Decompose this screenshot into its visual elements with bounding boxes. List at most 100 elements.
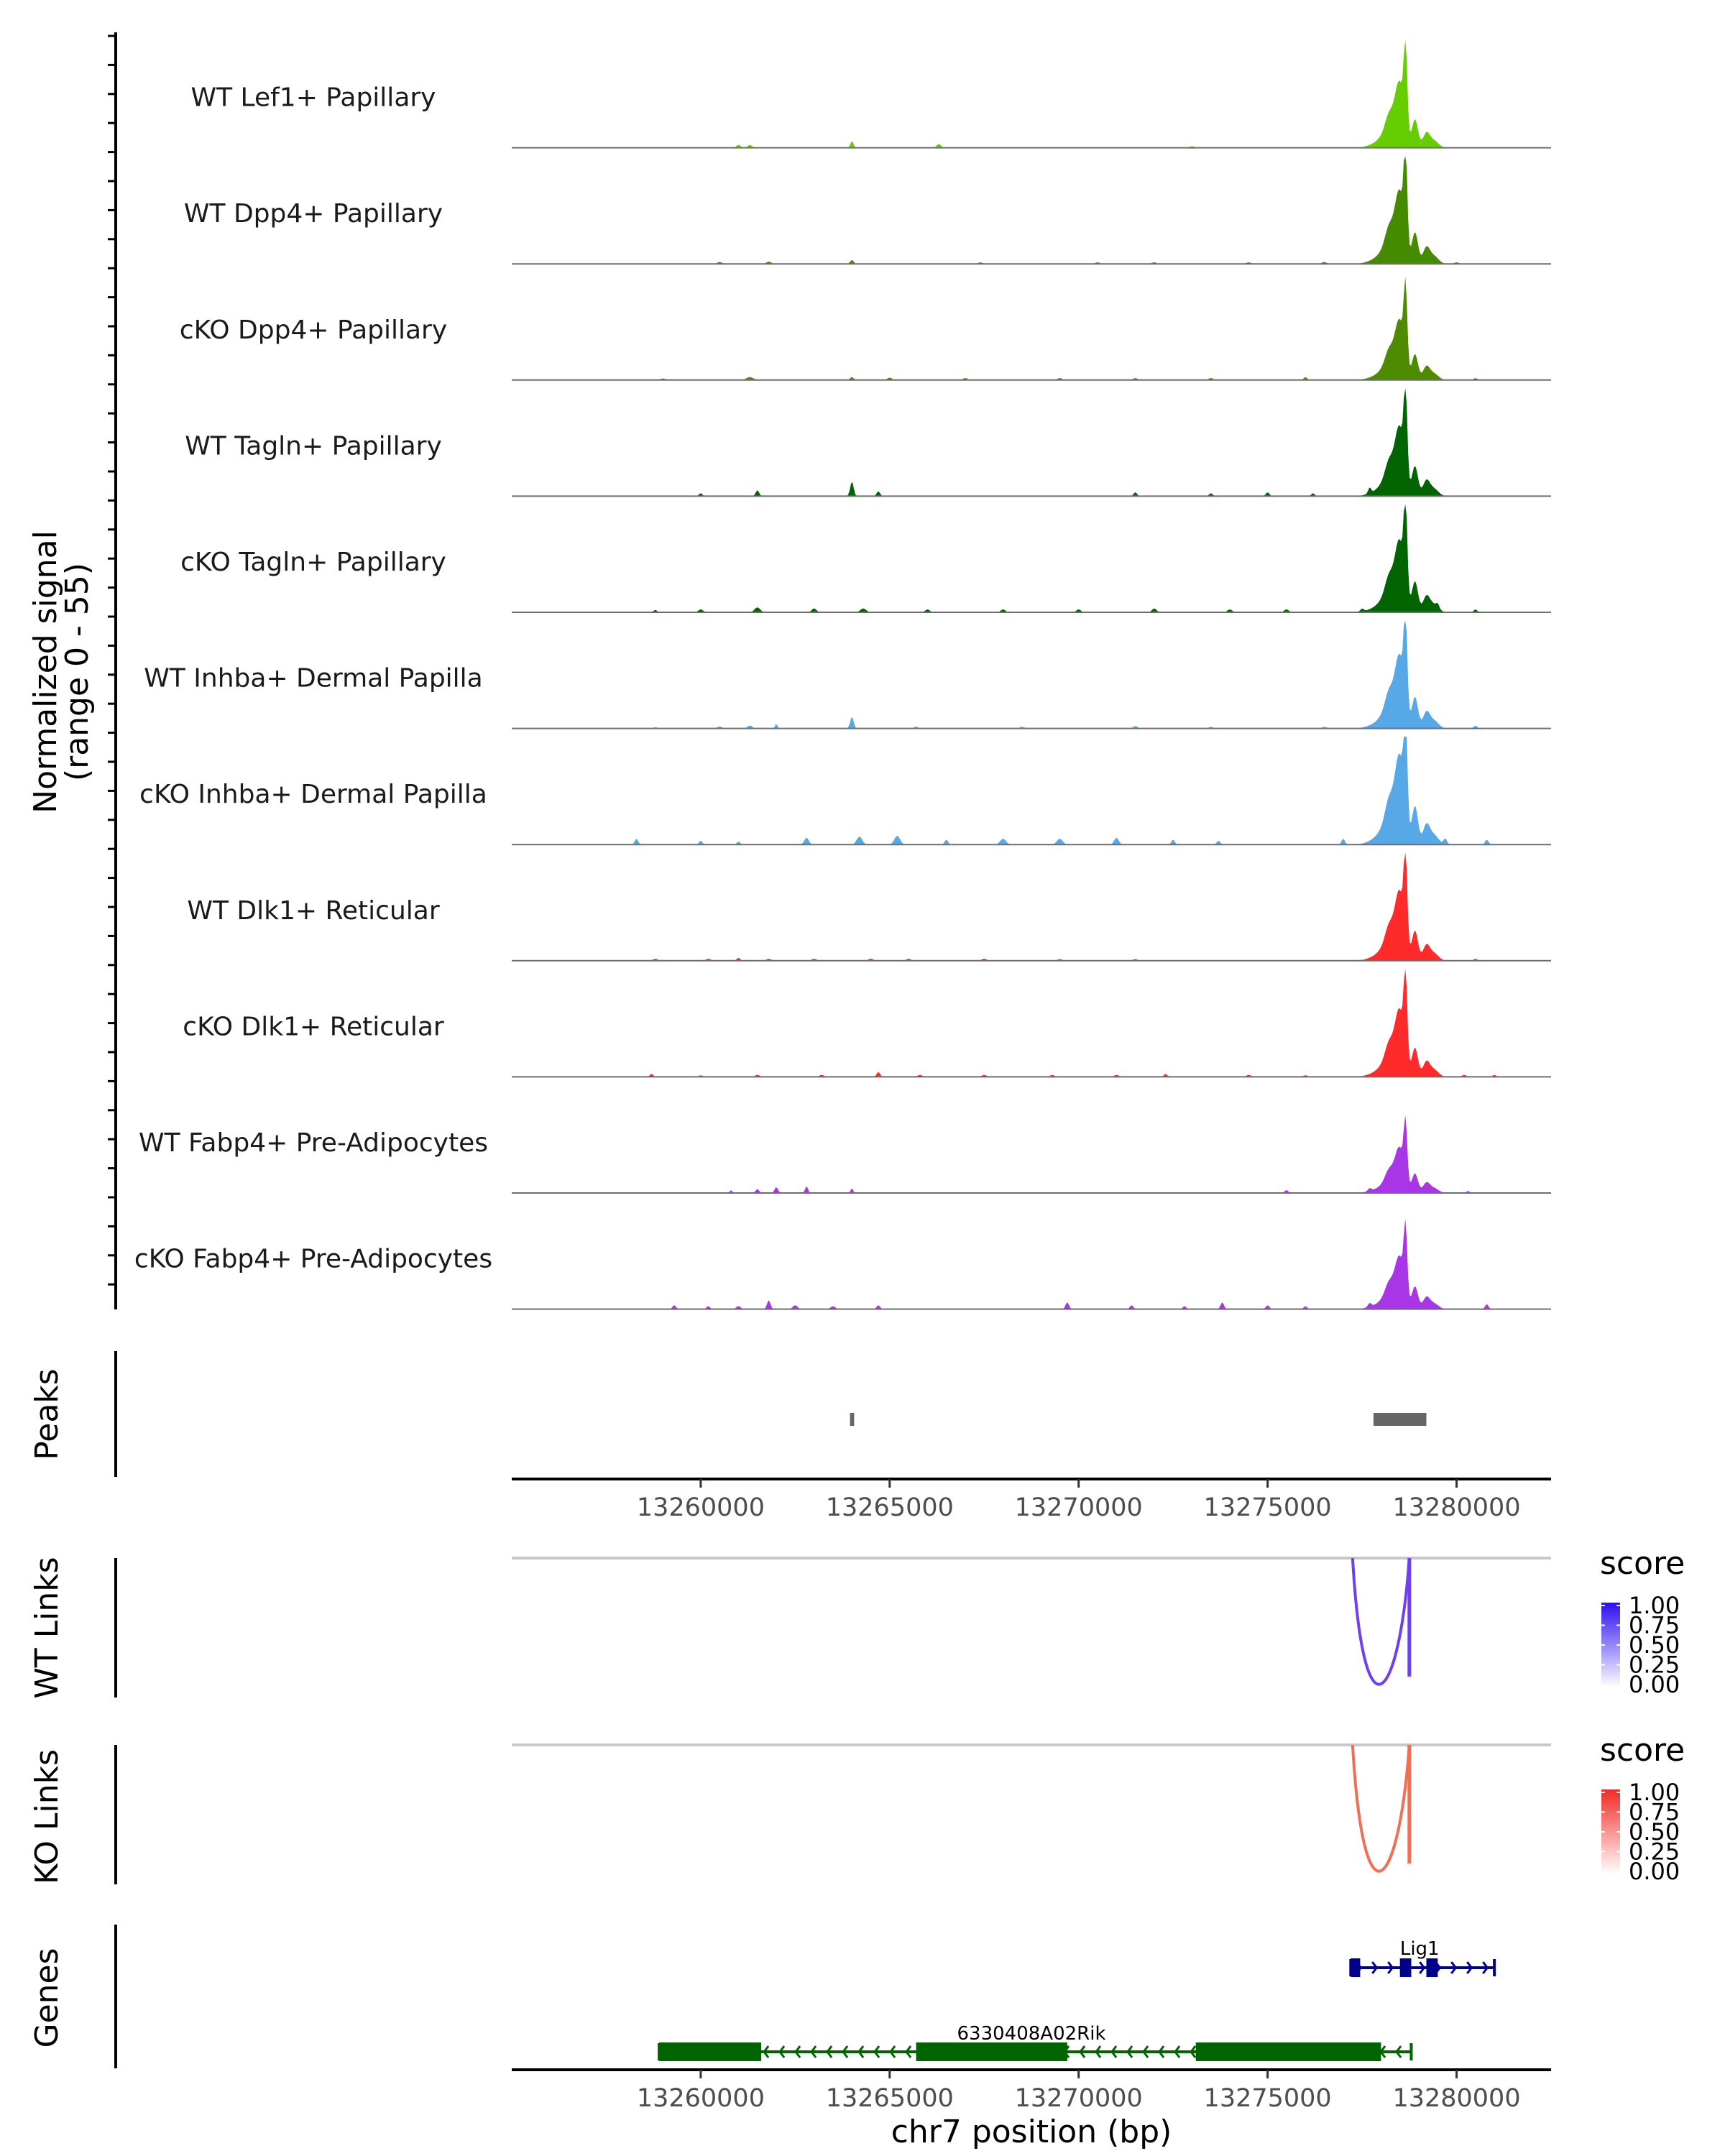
strand-arrow — [1110, 2045, 1118, 2058]
track-label: WT Tagln+ Papillary — [185, 431, 442, 461]
coverage-track: WT Inhba+ Dermal Papilla — [144, 620, 1551, 729]
genes-panel: Genes Lig1 6330408A02Rik 13260000 13265000… — [29, 1925, 1551, 2150]
strand-arrow — [778, 2045, 786, 2058]
x-tick-label: 13265000 — [826, 2084, 954, 2113]
x-tick-label: 13270000 — [1015, 2084, 1143, 2113]
peak-region — [1373, 1413, 1427, 1426]
x-tick-label: 13275000 — [1204, 1493, 1332, 1522]
track-label: WT Fabp4+ Pre-Adipocytes — [139, 1128, 488, 1158]
legend-tick-label: 0.50 — [1629, 1631, 1680, 1659]
coverage-track: WT Fabp4+ Pre-Adipocytes — [139, 1115, 1551, 1194]
track-label: WT Inhba+ Dermal Papilla — [144, 664, 482, 694]
strand-arrow — [842, 2045, 849, 2058]
strand-arrow — [826, 2045, 833, 2058]
track-area — [512, 737, 1551, 845]
genes-x-ticks: 13260000 13265000 13270000 13275000 13280000 — [637, 2070, 1521, 2113]
coverage-track: WT Tagln+ Papillary — [185, 388, 1551, 497]
link-arc — [1351, 1744, 1411, 1873]
x-tick-label: 13260000 — [637, 1493, 765, 1522]
track-area — [512, 505, 1551, 612]
track-label: cKO Tagln+ Papillary — [180, 548, 446, 577]
legend-tick-label: 0.00 — [1629, 1671, 1680, 1698]
gene-models: Lig1 6330408A02Rik — [658, 1938, 1496, 2061]
strand-arrow — [1079, 2045, 1086, 2058]
gene-model: 6330408A02Rik — [658, 2023, 1413, 2061]
peak-regions — [850, 1413, 1427, 1426]
legend-tick-label: 0.75 — [1629, 1799, 1680, 1826]
strand-arrow — [1126, 2045, 1133, 2058]
coverage-y-range-label: (range 0 - 55) — [59, 563, 96, 781]
x-axis-title: chr7 position (bp) — [891, 2114, 1172, 2150]
x-tick-label: 13270000 — [1015, 1493, 1143, 1522]
strand-arrow — [1450, 1961, 1458, 1974]
track-label: WT Lef1+ Papillary — [191, 83, 436, 113]
strand-arrow — [1190, 2045, 1197, 2058]
links-label: WT Links — [29, 1557, 65, 1698]
coverage-track: WT Dpp4+ Papillary — [184, 156, 1551, 265]
strand-arrow — [1395, 2045, 1402, 2058]
strand-arrow — [1174, 2045, 1181, 2058]
x-tick-label: 13280000 — [1392, 1493, 1520, 1522]
strand-arrow — [763, 2045, 770, 2058]
gene-exon — [916, 2042, 1067, 2061]
strand-arrow — [857, 2045, 865, 2058]
strand-arrow — [794, 2045, 801, 2058]
links-label: KO Links — [29, 1749, 65, 1884]
coverage-track: cKO Dpp4+ Papillary — [180, 277, 1551, 381]
track-area — [512, 852, 1551, 961]
strand-arrow — [1419, 1961, 1426, 1974]
peaks-panel: Peaks 13260000 13265000 13270000 13275000 13… — [29, 1351, 1551, 1522]
strand-arrow — [1466, 1961, 1473, 1974]
x-tick-label: 13280000 — [1392, 2084, 1520, 2113]
legend-title: score — [1600, 1732, 1685, 1769]
legend-tick-label: 1.00 — [1629, 1779, 1680, 1806]
peaks-label: Peaks — [29, 1368, 65, 1460]
gene-model: Lig1 — [1349, 1938, 1496, 1977]
legend-tick-label: 0.25 — [1629, 1651, 1680, 1679]
peaks-x-ticks: 13260000 13265000 13270000 13275000 13280000 — [637, 1479, 1521, 1522]
legend-title: score — [1600, 1545, 1685, 1582]
track-area — [512, 156, 1551, 264]
track-area — [512, 388, 1551, 497]
x-tick-label: 13275000 — [1204, 2084, 1332, 2113]
links-panel: WT Links score 1.000.750.500.250.00 — [29, 1545, 1685, 1699]
link-arc — [1351, 1557, 1411, 1686]
legend-tick-label: 1.00 — [1629, 1592, 1680, 1619]
track-area — [512, 1218, 1551, 1309]
coverage-track: cKO Tagln+ Papillary — [180, 505, 1551, 613]
strand-arrow — [1387, 1961, 1394, 1974]
track-label: cKO Inhba+ Dermal Papilla — [139, 780, 487, 809]
strand-arrow — [873, 2045, 880, 2058]
track-area — [512, 40, 1551, 148]
legend-tick-label: 0.25 — [1629, 1838, 1680, 1866]
genes-label: Genes — [29, 1948, 65, 2047]
coverage-y-ticks — [108, 34, 116, 1286]
track-area — [512, 969, 1551, 1077]
track-area — [512, 1115, 1551, 1193]
track-area — [512, 620, 1551, 729]
gene-exon — [659, 2042, 762, 2061]
coverage-track: cKO Dlk1+ Reticular — [183, 969, 1551, 1078]
coverage-y-label: Normalized signal — [27, 530, 64, 814]
legend-tick-label: 0.50 — [1629, 1818, 1680, 1846]
track-label: WT Dpp4+ Papillary — [184, 199, 443, 229]
track-label: WT Dlk1+ Reticular — [187, 896, 439, 926]
strand-arrow — [1095, 2045, 1102, 2058]
strand-arrow — [889, 2045, 896, 2058]
gene-label: 6330408A02Rik — [957, 2023, 1105, 2045]
strand-arrow — [810, 2045, 817, 2058]
gene-exon — [1426, 1958, 1438, 1977]
track-label: cKO Dpp4+ Papillary — [180, 315, 447, 345]
coverage-tracks: WT Lef1+ Papillary WT Dpp4+ Papillary cKO … — [134, 40, 1551, 1310]
gene-exon — [1195, 2042, 1381, 2061]
coverage-track: cKO Fabp4+ Pre-Adipocytes — [134, 1218, 1551, 1310]
track-label: cKO Fabp4+ Pre-Adipocytes — [134, 1245, 492, 1274]
strand-arrow — [905, 2045, 912, 2058]
coverage-track: WT Dlk1+ Reticular — [187, 852, 1551, 962]
peak-region — [850, 1413, 855, 1426]
x-tick-label: 13260000 — [637, 2084, 765, 2113]
coverage-track: cKO Inhba+ Dermal Papilla — [139, 737, 1551, 846]
legend-tick-label: 0.75 — [1629, 1612, 1680, 1639]
